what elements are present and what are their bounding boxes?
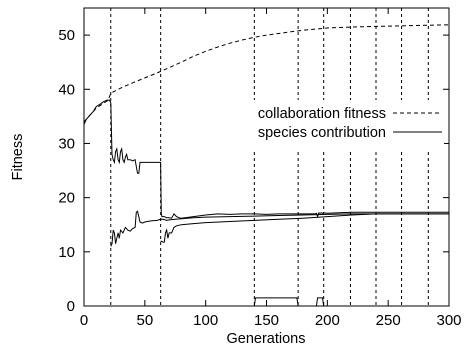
- x-tick-label-0: 0: [80, 312, 88, 329]
- x-tick-label-6: 300: [436, 312, 461, 329]
- x-axis-title: Generations: [227, 331, 306, 346]
- y-axis-title: Fitness: [10, 134, 26, 181]
- legend-label-collaboration-fitness: collaboration fitness: [258, 106, 386, 122]
- x-tick-label-3: 150: [254, 312, 279, 329]
- series-1-line-1: [110, 210, 449, 247]
- series-lines: [83, 24, 450, 307]
- legend: collaboration fitness species contributi…: [225, 100, 444, 150]
- y-tick-label-5: 50: [58, 27, 75, 44]
- series-1-line-2: [160, 213, 449, 243]
- series-1-line-4: [315, 297, 325, 307]
- y-tick-label-3: 30: [58, 135, 75, 152]
- legend-box: [225, 100, 444, 150]
- y-tick-label-2: 20: [58, 190, 75, 207]
- y-tick-label-1: 10: [58, 244, 75, 261]
- series-1-line-0: [83, 99, 449, 219]
- legend-label-species-contribution: species contribution: [258, 125, 386, 141]
- x-tick-label-1: 50: [136, 312, 153, 329]
- series-1-line-3: [253, 297, 299, 307]
- x-tick-label-2: 100: [193, 312, 218, 329]
- x-tick-label-5: 250: [376, 312, 401, 329]
- vertical-markers: [110, 8, 429, 306]
- y-tick-label-0: 0: [67, 298, 75, 315]
- axes: 0 50 100 150 200 250 300 0 10 20 30 40 50: [58, 8, 462, 329]
- plot-frame: [83, 7, 450, 307]
- series-0-line-0: [83, 24, 450, 123]
- x-tick-label-4: 200: [315, 312, 340, 329]
- y-tick-label-4: 40: [58, 81, 75, 98]
